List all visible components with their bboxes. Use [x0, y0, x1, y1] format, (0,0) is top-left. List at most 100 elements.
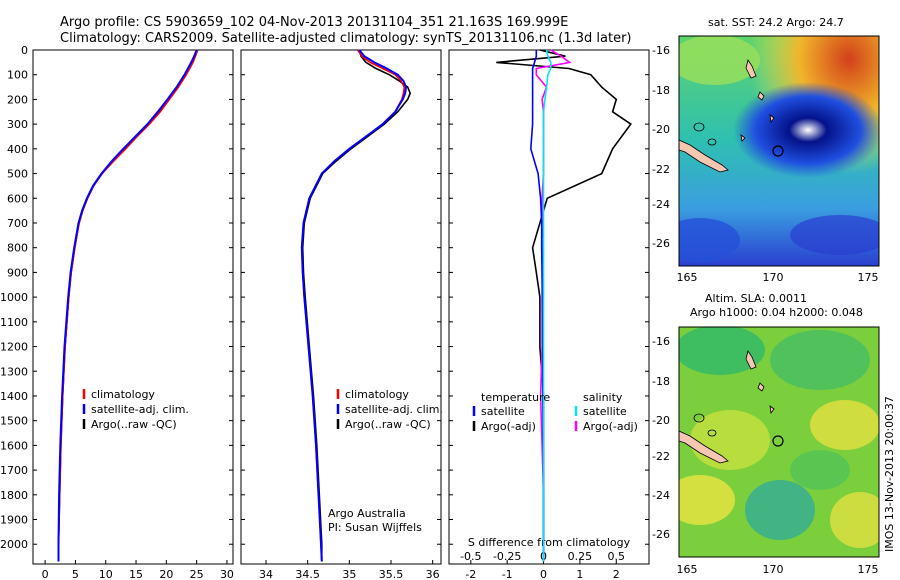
sst-patch [679, 36, 760, 85]
sla-patch [690, 410, 770, 470]
x-tick-label: 35.5 [379, 568, 404, 580]
x-top-tick-label: -0.5 [460, 550, 481, 563]
legend-label: Argo(-adj) [583, 420, 638, 433]
sst-map-y-ticks: -16 -18 -20 -22 -24 -26 [652, 44, 670, 250]
loyalty-islands [707, 138, 717, 146]
sla-map: Altim. SLA: 0.0011 Argo h1000: 0.04 h200… [652, 292, 880, 576]
x-tick-label: 30 [220, 568, 234, 580]
y-tick-label: 1100 [0, 316, 28, 329]
x-tick-label: 15 [129, 568, 143, 580]
map-tick-label: -22 [652, 163, 670, 176]
x-tick-label: 20 [159, 568, 173, 580]
map-tick-label: -16 [652, 44, 670, 57]
plot-frame [240, 49, 442, 565]
x-tick-label: 1 [576, 568, 583, 580]
y-tick-label: 1200 [0, 341, 28, 354]
sst-cold-eddy [733, 82, 879, 178]
sst-patch [790, 215, 879, 255]
new-caledonia-land [679, 139, 729, 173]
map-tick-label: -20 [652, 414, 670, 427]
x-tick-label: 34.5 [295, 568, 320, 580]
sla-patch [745, 480, 815, 540]
series-line-satellite-adj-clim- [300, 49, 408, 562]
y-tick-label: 700 [7, 217, 28, 230]
map-tick-label: 170 [763, 563, 784, 576]
legend-label: Argo(-adj) [481, 420, 536, 433]
map-tick-label: 170 [763, 271, 784, 284]
y-tick-label: 300 [7, 118, 28, 131]
sla-patch [679, 327, 765, 375]
profile-panels: 0100200300400500600700800900100011001200… [0, 44, 650, 580]
y-tick-label: 2000 [0, 538, 28, 551]
sla-map-frame [678, 326, 880, 558]
new-caledonia-land [679, 430, 729, 464]
x-tick-label: 0 [42, 568, 49, 580]
map-tick-label: -16 [652, 335, 670, 348]
x-tick-label: -1 [502, 568, 513, 580]
map-tick-label: -20 [652, 123, 670, 136]
plot-frame [32, 49, 234, 565]
legend-label: satellite-adj. clim. [345, 403, 443, 416]
y-tick-label: 0 [21, 44, 28, 57]
legend-label: climatology [91, 388, 155, 401]
y-tick-label: 1700 [0, 464, 28, 477]
series-line-t-argo-adj- [496, 49, 632, 562]
sla-map-subtitle: Argo h1000: 0.04 h2000: 0.048 [690, 306, 863, 319]
sla-patch [770, 330, 870, 390]
salinity-panel: 3434.53535.536salinityclimatologysatelli… [240, 49, 443, 580]
x-tick-label: -2 [465, 568, 476, 580]
x-tick-label: 2 [613, 568, 620, 580]
x-tick-label: 0 [540, 568, 547, 580]
legend-title: temperature [481, 391, 550, 404]
sst-map-frame [678, 35, 880, 267]
y-tick-label: 500 [7, 168, 28, 181]
annotation-text: PI: Susan Wijffels [328, 521, 422, 534]
sla-map-x-ticks: 165 170 175 [677, 563, 879, 576]
legend-title: salinity [583, 391, 623, 404]
y-tick-label: 1600 [0, 439, 28, 452]
argo-position-marker [772, 145, 784, 157]
x-top-tick-label: 0.25 [568, 550, 593, 563]
y-tick-label: 1500 [0, 415, 28, 428]
x-tick-label: 35 [342, 568, 356, 580]
y-tick-label: 200 [7, 93, 28, 106]
map-tick-label: -24 [652, 198, 670, 211]
y-tick-label: 400 [7, 143, 28, 156]
x-tick-label: 34 [259, 568, 273, 580]
sla-patch [790, 450, 850, 490]
map-tick-label: -26 [652, 237, 670, 250]
title-line-2: Climatology: CARS2009. Satellite-adjuste… [60, 31, 632, 46]
x-tick-label: 5 [72, 568, 79, 580]
sla-map-title: Altim. SLA: 0.0011 [705, 292, 807, 305]
legend-label: satellite-adj. clim. [91, 403, 189, 416]
argo-position-marker [772, 435, 784, 447]
sst-map-title: sat. SST: 24.2 Argo: 24.7 [708, 16, 844, 29]
y-tick-label: 1300 [0, 365, 28, 378]
map-tick-label: 175 [858, 271, 879, 284]
map-tick-label: -24 [652, 489, 670, 502]
x-tick-label: 36 [426, 568, 440, 580]
map-tick-label: 165 [677, 271, 698, 284]
y-tick-label: 1000 [0, 291, 28, 304]
map-tick-label: -22 [652, 450, 670, 463]
y-tick-label: 800 [7, 242, 28, 255]
title-line-1: Argo profile: CS 5903659_102 04-Nov-2013… [60, 15, 568, 30]
y-tick-label: 1400 [0, 390, 28, 403]
vanuatu-islands [740, 59, 775, 142]
loyalty-islands [693, 122, 705, 132]
y-tick-label: 100 [7, 69, 28, 82]
map-tick-label: 175 [858, 563, 879, 576]
legend-label: satellite [481, 405, 525, 418]
series-line-argo-raw-qc- [57, 49, 198, 562]
y-tick-label: 600 [7, 192, 28, 205]
sla-patch [830, 492, 879, 548]
series-line-s-satellite [542, 49, 552, 562]
legend-label: Argo(..raw -QC) [345, 418, 431, 431]
legend-label: Argo(..raw -QC) [91, 418, 177, 431]
y-tick-label: 1900 [0, 514, 28, 527]
series-line-s-argo-adj- [535, 49, 572, 562]
sla-patch [810, 400, 879, 450]
x-top-tick-label: 0.5 [608, 550, 626, 563]
map-tick-label: -26 [652, 528, 670, 541]
sst-map-x-ticks: 165 170 175 [677, 271, 879, 284]
